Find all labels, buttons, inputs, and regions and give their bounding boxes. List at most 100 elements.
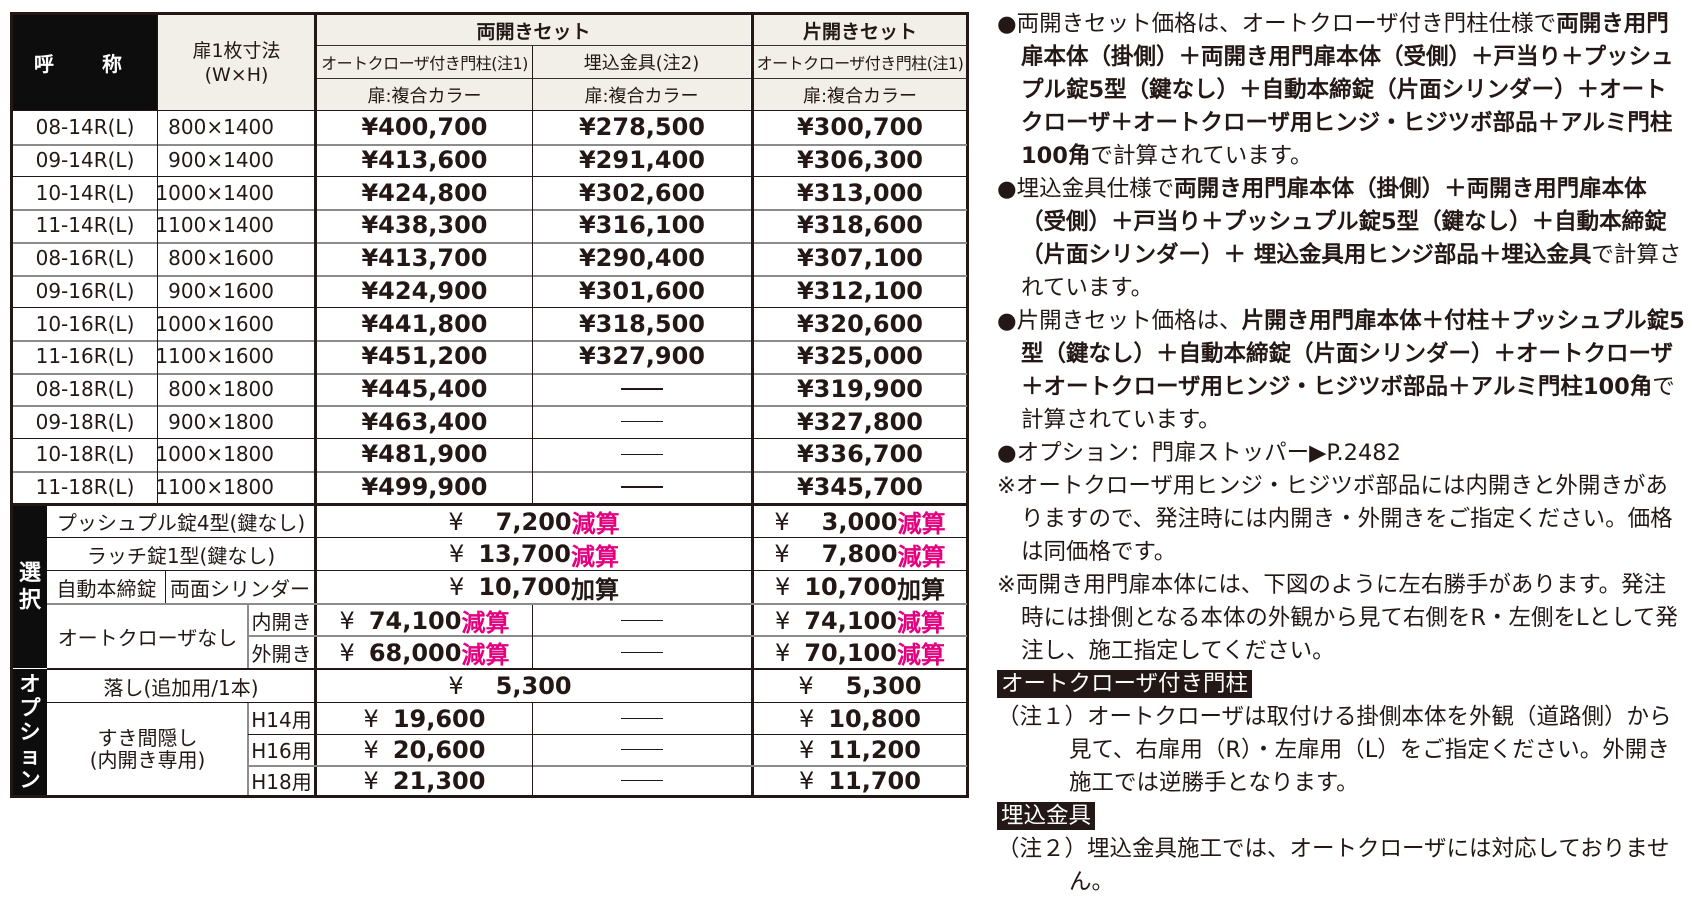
yen-sign: ¥ (799, 735, 815, 764)
option-push-pull-single: ¥3,000 減算 (754, 506, 966, 538)
subtract-label: 減算 (571, 510, 620, 537)
amount: 19,600 (392, 704, 486, 733)
option-latch-single: ¥7,800 減算 (754, 538, 966, 570)
selection-side-char-2: 択 (18, 588, 41, 613)
note-text: ※両開き用門扉本体には、下図のように左右勝手があります。発注時には掛側となる本体… (997, 572, 1678, 664)
yen-sign: ¥ (363, 704, 379, 733)
options-side-char: ン (19, 768, 41, 792)
gap-cover-size-label: H14用 (251, 708, 312, 732)
price-single-auto: ¥300,700 (796, 113, 923, 142)
model-cell: 10-16R(L) (35, 311, 135, 336)
gap-cover-embedded (533, 703, 751, 734)
model-cell: 10-18R(L) (35, 442, 135, 467)
yen-sign: ¥ (339, 606, 355, 635)
model-cell: 09-16R(L) (35, 278, 135, 303)
option-drop-rod-single: ¥5,300 (754, 670, 966, 702)
yen-sign: ¥ (339, 638, 355, 667)
not-available-dash (621, 388, 663, 390)
subtract-label: 減算 (897, 510, 946, 537)
size-cell: 1100×1600 (158, 344, 274, 369)
amount: 11,200 (828, 735, 921, 764)
price-double-embedded: ¥327,900 (578, 342, 705, 371)
option-auto-lock-single: ¥10,700 加算 (754, 571, 966, 603)
header-double-set: 両開きセット (317, 15, 750, 45)
price-single-auto: ¥318,600 (796, 211, 923, 240)
note-double-set: ●両開きセット価格は、オートクローザ付き門柱仕様で両開き用門扉本体（掛側）＋両開… (997, 8, 1687, 173)
note-text: で計算されています。 (1021, 242, 1682, 301)
price-single-auto: ¥320,600 (796, 309, 923, 338)
model-cell: 08-16R(L) (35, 246, 135, 271)
tag-embedded-fitting: 埋込金具 (997, 802, 1096, 830)
model-cell: 08-14R(L) (35, 115, 135, 140)
size-cell: 900×1800 (168, 409, 274, 434)
header-size-line1: 扉1枚寸法 (192, 39, 281, 62)
subtract-label: 減算 (897, 542, 946, 571)
note-text: ●オプション：門扉ストッパー▶P.2482 (997, 440, 1401, 466)
amount: 5,300 (495, 672, 572, 700)
price-double-embedded: ¥301,600 (578, 276, 705, 305)
gap-cover-embedded (533, 734, 751, 765)
option-gap-cover-label: すき間隠し (内開き専用) (48, 703, 247, 795)
option-auto-lock-label-right: 両面シリンダー (170, 576, 310, 601)
option-push-pull-label: プッシュプル錠4型(鍵なし) (56, 511, 306, 535)
gap-cover-single-price: ¥11,700 (754, 765, 966, 796)
price-double-auto: ¥445,400 (361, 374, 488, 403)
yen-sign: ¥ (799, 766, 815, 795)
price-double-auto: ¥424,900 (361, 276, 488, 305)
size-cell: 1100×1400 (158, 213, 274, 238)
subtract-label: 減算 (896, 641, 945, 668)
amount: 7,800 (821, 540, 898, 568)
price-single-auto: ¥345,700 (796, 473, 923, 502)
size-cell: 800×1600 (168, 246, 274, 271)
option-push-pull-double: ¥7,200 減算 (317, 506, 751, 538)
amount: 74,100 (368, 606, 462, 635)
price-double-auto: ¥424,800 (361, 178, 488, 207)
amount: 70,100 (804, 638, 897, 667)
size-cell: 1000×1600 (158, 311, 274, 336)
options-side-char: オ (19, 672, 41, 696)
note-text: （注２）埋込金具施工では、オートクローザには対応しておりません。 (997, 836, 1670, 895)
model-cell: 08-18R(L) (35, 376, 135, 401)
add-label: 加算 (570, 575, 619, 604)
note-text: ●埋込金具仕様で (997, 176, 1175, 202)
header-color-3: 扉:複合カラー (754, 79, 966, 110)
model-cell: 09-14R(L) (35, 148, 135, 173)
amount: 21,300 (392, 766, 486, 795)
not-available-dash (621, 779, 663, 782)
note-text: で計算されています。 (1090, 143, 1313, 169)
amount: 74,100 (804, 606, 897, 635)
note-embedded: ●埋込金具仕様で両開き用門扉本体（掛側）＋両開き用門扉本体（受側）＋戸当り＋プッ… (997, 173, 1687, 305)
yen-sign: ¥ (775, 638, 791, 667)
not-available-dash (621, 619, 663, 622)
price-double-auto: ¥499,900 (361, 473, 488, 502)
amount: 7,200 (495, 507, 572, 536)
subtract-label: 減算 (461, 609, 510, 636)
not-available-dash (621, 453, 663, 456)
amount: 5,300 (845, 672, 922, 700)
price-double-embedded: ¥316,100 (578, 211, 705, 240)
option-auto-lock-label-left: 自動本締錠 (56, 576, 157, 601)
yen-sign: ¥ (774, 540, 790, 568)
gap-cover-double-price: ¥21,300 (317, 765, 532, 796)
options-side-char: シ (19, 720, 41, 744)
note-option-stopper: ●オプション：門扉ストッパー▶P.2482 (997, 437, 1687, 470)
options-side-char: ョ (19, 744, 41, 768)
price-double-embedded (533, 438, 751, 471)
yen-sign: ¥ (774, 507, 790, 536)
price-double-embedded: ¥278,500 (578, 113, 705, 142)
price-single-auto: ¥307,100 (796, 244, 923, 273)
footnote-1: （注１）オートクローザは取付ける掛側本体を外観（道路側）から見て、右扉用（R）・… (997, 701, 1687, 800)
yen-sign: ¥ (363, 766, 379, 795)
not-available-dash (621, 486, 663, 488)
yen-sign: ¥ (798, 672, 814, 700)
price-double-embedded: ¥291,400 (578, 146, 705, 175)
price-double-embedded (533, 405, 751, 438)
note-text: ※オートクローザ用ヒンジ・ヒジツボ部品には内開きと外開きがありますので、発注時に… (997, 473, 1673, 565)
gap-cover-double-price: ¥20,600 (317, 734, 532, 765)
option-inward-double: ¥74,100 減算 (317, 605, 532, 637)
yen-sign: ¥ (799, 704, 815, 733)
price-single-auto: ¥306,300 (796, 146, 923, 175)
option-auto-lock-double: ¥10,700 加算 (317, 571, 751, 603)
amount: 10,700 (478, 573, 571, 601)
price-double-embedded: ¥318,500 (578, 309, 705, 338)
